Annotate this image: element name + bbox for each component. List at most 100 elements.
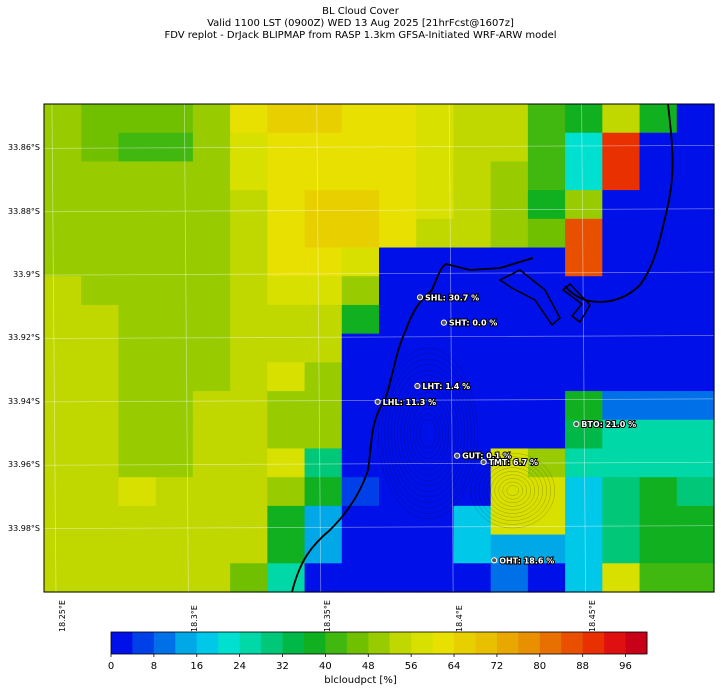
heatmap-cell [416,333,455,363]
heatmap-cell [155,419,194,450]
colorbar-swatch [368,632,391,654]
graticule-lon-line [183,103,189,593]
heatmap-cell [155,477,194,507]
heatmap-cell [230,161,268,191]
heatmap-cell [676,104,715,134]
heatmap-cell [676,534,715,564]
heatmap-cell [379,477,417,507]
heatmap-cell [44,247,82,277]
heatmap-cell [81,477,120,507]
heatmap-cell [304,132,343,163]
heatmap-cell [304,333,343,363]
heatmap-cell [341,333,380,363]
heatmap-cell [639,190,678,220]
colorbar-swatch [111,632,133,654]
colorbar-swatch [261,632,284,654]
station-marker [440,319,447,326]
heatmap-cell [639,276,678,306]
graticule-lon-line [51,103,57,593]
heatmap-cell [44,218,82,249]
terrain-contour [470,452,555,529]
heatmap-cell [81,534,120,564]
heatmap-cell [602,362,641,392]
colorbar-swatch [496,632,519,654]
heatmap-cell [639,362,678,392]
terrain-contour [486,467,539,514]
heatmap-cell [44,419,82,450]
graticule-lat-line [43,271,715,276]
colorbar-swatch [389,632,412,654]
heatmap-cell [602,104,641,134]
heatmap-cell [155,333,194,363]
heatmap-cell [379,534,417,564]
terrain-contour [419,419,437,448]
heatmap-cell [490,104,529,134]
heatmap-cell [527,132,566,163]
heatmap-cell [676,161,715,191]
heatmap-cell [230,276,268,306]
colorbar-swatch [218,632,241,654]
heatmap-cell [453,419,492,450]
heatmap-cell [155,132,194,163]
heatmap-cell [527,505,566,536]
heatmap-cell [341,477,380,507]
heatmap-cell [267,304,306,335]
heatmap-cell [453,190,492,220]
heatmap-cell [44,161,82,191]
heatmap-cell [304,161,343,191]
heatmap-cell [304,276,343,306]
heatmap-cell [565,161,603,191]
heatmap-cell [416,534,455,564]
heatmap-cell [565,505,603,536]
station-label: TMT: 6.7 % [489,458,538,467]
heatmap-cell [230,218,268,249]
heatmap-cell [490,161,529,191]
heatmap-cell [490,190,529,220]
heatmap-cell [639,505,678,536]
heatmap-cell [304,247,343,277]
heatmap-cell [676,419,715,450]
graticule-lon-line [581,103,586,593]
heatmap-cell [267,534,306,564]
heatmap-cell [341,218,380,249]
heatmap-cell [81,448,120,478]
heatmap-cell [565,218,603,249]
y-tick-label: 33.88°S [8,206,40,216]
colorbar-swatch [196,632,219,654]
colorbar-tick-label: 8 [150,661,158,672]
heatmap-cell [639,563,678,593]
heatmap-cell [155,448,194,478]
heatmap-cell [44,104,82,134]
heatmap-cell [341,161,380,191]
colorbar-swatch [454,632,476,654]
station-label: SHL: 30.7 % [425,293,479,302]
colorbar-tick-label: 16 [190,661,204,672]
heatmap-cell [44,304,82,335]
colorbar-tick-label: 96 [619,661,632,672]
heatmap-cell [230,448,268,478]
heatmap-cell [527,534,566,564]
heatmap-cell [155,104,194,134]
heatmap-cell [602,505,641,536]
heatmap-cell [81,563,120,593]
station-marker [454,452,461,459]
heatmap-cell [416,391,455,421]
heatmap-cell [565,333,603,363]
heatmap-cell [565,419,603,450]
heatmap-cell [453,132,492,163]
heatmap-cell [192,534,231,564]
heatmap-cell [602,190,641,220]
colorbar-swatch [153,632,176,654]
heatmap-cell [304,419,343,450]
terrain-contour [387,364,469,503]
colorbar-swatch [432,632,455,654]
heatmap-cell [341,190,380,220]
heatmap-cell [341,132,380,163]
station-marker [573,420,580,428]
heatmap-cell [230,563,268,593]
graticule-lat-line [43,335,715,339]
heatmap-cell [416,419,455,450]
colorbar-swatch [175,632,198,654]
heatmap-cell [379,218,417,249]
heatmap-cell [118,104,157,134]
